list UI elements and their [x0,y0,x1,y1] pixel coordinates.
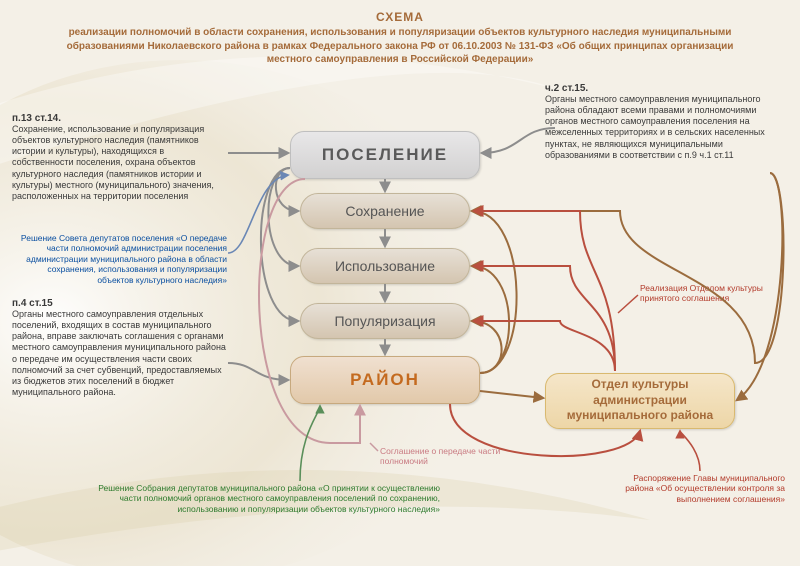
left-block-1-title: п.13 ст.14. [12,113,227,124]
page-subtitle: реализации полномочий в области сохранен… [60,26,740,67]
node-settlement: ПОСЕЛЕНИЕ [290,131,480,179]
header: СХЕМА реализации полномочий в области со… [0,0,800,73]
blue-note: Решение Совета депутатов поселения «О пе… [12,233,227,286]
right-top-title: ч.2 ст.15. [545,83,780,94]
green-note: Решение Собрания депутатов муниципальног… [90,483,440,515]
node-settlement-label: ПОСЕЛЕНИЕ [322,145,448,165]
node-use: Использование [300,248,470,284]
red-note: Реализация Отделом культуры принятого со… [640,283,770,304]
diagram-canvas: п.13 ст.14. Сохранение, использование и … [0,73,800,543]
left-block-2-text: Органы местного самоуправления отдельных… [12,309,227,399]
node-pop: Популяризация [300,303,470,339]
right-bottom-red: Распоряжение Главы муниципального района… [625,473,785,505]
node-use-label: Использование [335,258,435,274]
node-save: Сохранение [300,193,470,229]
node-dept-label: Отдел культуры администрации муниципальн… [554,377,726,424]
left-block-2: п.4 ст.15 Органы местного самоуправления… [12,298,227,399]
left-block-1-note: Решение Совета депутатов поселения «О пе… [12,233,227,286]
left-block-1: п.13 ст.14. Сохранение, использование и … [12,113,227,203]
right-top-text: Органы местного самоуправления муниципал… [545,94,780,162]
left-block-2-title: п.4 ст.15 [12,298,227,309]
node-save-label: Сохранение [345,203,424,219]
green-note-block: Решение Собрания депутатов муниципальног… [90,483,440,515]
page-title: СХЕМА [60,10,740,24]
bottom-red-note: Распоряжение Главы муниципального района… [625,473,785,505]
node-district-label: РАЙОН [350,370,420,390]
node-pop-label: Популяризация [334,313,435,329]
node-district: РАЙОН [290,356,480,404]
left-block-1-text: Сохранение, использование и популяризаци… [12,124,227,203]
pink-note-block: Соглашение о передаче части полномочий [380,446,540,467]
right-top-block: ч.2 ст.15. Органы местного самоуправлени… [545,83,780,162]
pink-note: Соглашение о передаче части полномочий [380,446,540,467]
node-dept: Отдел культуры администрации муниципальн… [545,373,735,429]
right-red-note: Реализация Отделом культуры принятого со… [640,283,770,304]
